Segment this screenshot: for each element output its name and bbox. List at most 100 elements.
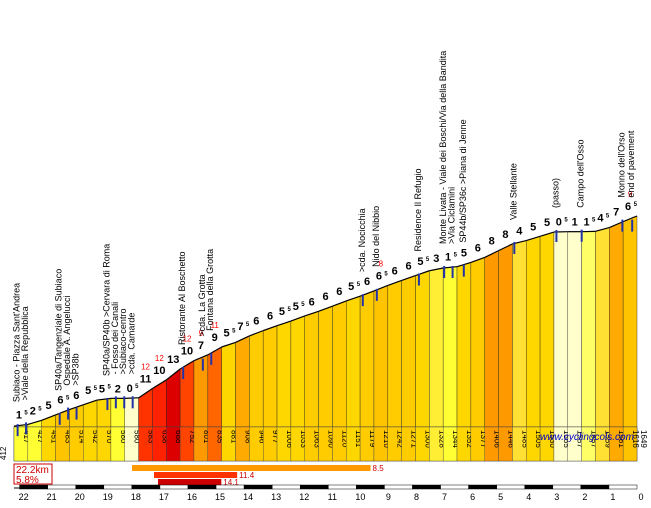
place-label: >Via Ciclamini <box>447 187 457 244</box>
place-label: Campo dell'Osso <box>576 139 586 207</box>
profile-segment <box>443 267 457 427</box>
gradient-decimal-label: 5 <box>66 396 70 402</box>
km-block <box>441 485 469 489</box>
km-tick-label: 20 <box>75 492 85 502</box>
gradient-bar <box>158 479 221 485</box>
place-label: >SP38b <box>71 353 81 385</box>
profile-segment <box>319 306 333 427</box>
km-tick-label: 16 <box>187 492 197 502</box>
profile-segment <box>457 262 471 427</box>
profile-segment <box>623 216 637 427</box>
km-block <box>188 485 216 489</box>
profile-segment <box>263 326 277 427</box>
km-block <box>132 485 160 489</box>
km-block <box>300 485 328 489</box>
place-label: end of pavement <box>626 130 636 198</box>
profile-segment <box>415 271 429 427</box>
gradient-bar-label: 11.4 <box>239 471 255 480</box>
gradient-label: 10 <box>181 346 193 358</box>
gradient-label: 6 <box>309 296 315 308</box>
place-label: >cda. Camarde <box>127 313 137 375</box>
profile-segment <box>291 316 305 427</box>
profile-segment <box>402 276 416 427</box>
gradient-decimal-label: 5 <box>426 257 430 263</box>
km-tick-label: 8 <box>414 492 419 502</box>
km-block <box>104 485 132 489</box>
km-tick-label: 2 <box>582 492 587 502</box>
gradient-label: 3 <box>433 253 439 265</box>
place-label: Monno dell'Orso <box>616 132 626 197</box>
gradient-decimal-label: 5 <box>384 271 388 277</box>
profile-segment <box>374 285 388 427</box>
place-label: Ristorante Al Boschetto <box>177 251 187 345</box>
profile-segment <box>236 336 250 427</box>
km-tick-label: 0 <box>638 492 643 502</box>
profile-segment <box>554 232 568 427</box>
km-block <box>356 485 384 489</box>
place-label: >cda. Nocicchia <box>357 208 367 272</box>
gradient-label: 8 <box>502 229 508 241</box>
max-gradient-label: 12 <box>141 362 150 371</box>
start-elevation-label: 412 <box>0 446 8 460</box>
km-tick-label: 12 <box>299 492 309 502</box>
profile-segment <box>429 268 443 427</box>
km-block <box>76 485 104 489</box>
gradient-decimal-label: 5 <box>107 384 111 390</box>
gradient-decimal-label: 5 <box>232 328 236 334</box>
gradient-label: 0 <box>556 217 562 229</box>
gradient-label: 7 <box>198 340 204 352</box>
gradient-label: 7 <box>237 321 243 333</box>
km-block <box>609 485 637 489</box>
gradient-decimal-label: 5 <box>592 217 596 223</box>
km-tick-label: 17 <box>159 492 169 502</box>
gradient-label: 7 <box>613 207 619 219</box>
gradient-label: 6 <box>376 270 382 282</box>
gradient-label: 5 <box>530 221 536 233</box>
km-tick-label: 13 <box>271 492 281 502</box>
km-block <box>272 485 300 489</box>
gradient-label: 5 <box>461 247 467 259</box>
place-label: Nido del Nibbio <box>371 206 381 267</box>
gradient-label: 4 <box>597 213 604 225</box>
profile-segment <box>499 244 513 427</box>
max-gradient-label: 12 <box>155 354 164 363</box>
gradient-label: 13 <box>167 354 179 366</box>
profile-segment <box>208 347 222 427</box>
profile-segment <box>194 355 208 427</box>
profile-segment <box>388 280 402 427</box>
km-block <box>581 485 609 489</box>
gradient-label: 6 <box>475 242 481 254</box>
profile-segment <box>512 241 526 427</box>
gradient-label: 6 <box>364 276 370 288</box>
gradient-decimal-label: 5 <box>24 410 28 416</box>
km-tick-label: 18 <box>131 492 141 502</box>
gradient-label: 6 <box>253 316 259 328</box>
gradient-label: 1 <box>572 217 578 229</box>
gradient-decimal-label: 5 <box>634 202 638 208</box>
km-tick-label: 3 <box>554 492 559 502</box>
profile-segment <box>42 415 56 427</box>
km-block <box>244 485 272 489</box>
km-tick-label: 21 <box>47 492 57 502</box>
gradient-label: 5 <box>99 383 105 395</box>
km-block <box>48 485 76 489</box>
gradient-label: 5 <box>544 217 550 229</box>
km-block <box>553 485 581 489</box>
km-block <box>497 485 525 489</box>
profile-segment <box>139 388 153 427</box>
gradient-label: 5 <box>293 301 299 313</box>
gradient-bar-label: 8.5 <box>373 464 385 473</box>
km-tick-label: 14 <box>243 492 253 502</box>
gradient-decimal-label: 5 <box>564 218 568 224</box>
gradient-label: 1 <box>16 409 22 421</box>
gradient-decimal-label: 5 <box>135 384 139 390</box>
gradient-label: 2 <box>30 405 36 417</box>
profile-segment <box>332 301 346 427</box>
place-label: Valle Stellante <box>508 163 518 220</box>
gradient-label: 6 <box>406 261 412 273</box>
profile-segment <box>277 321 291 427</box>
km-tick-label: 15 <box>215 492 225 502</box>
profile-segment <box>111 398 125 427</box>
